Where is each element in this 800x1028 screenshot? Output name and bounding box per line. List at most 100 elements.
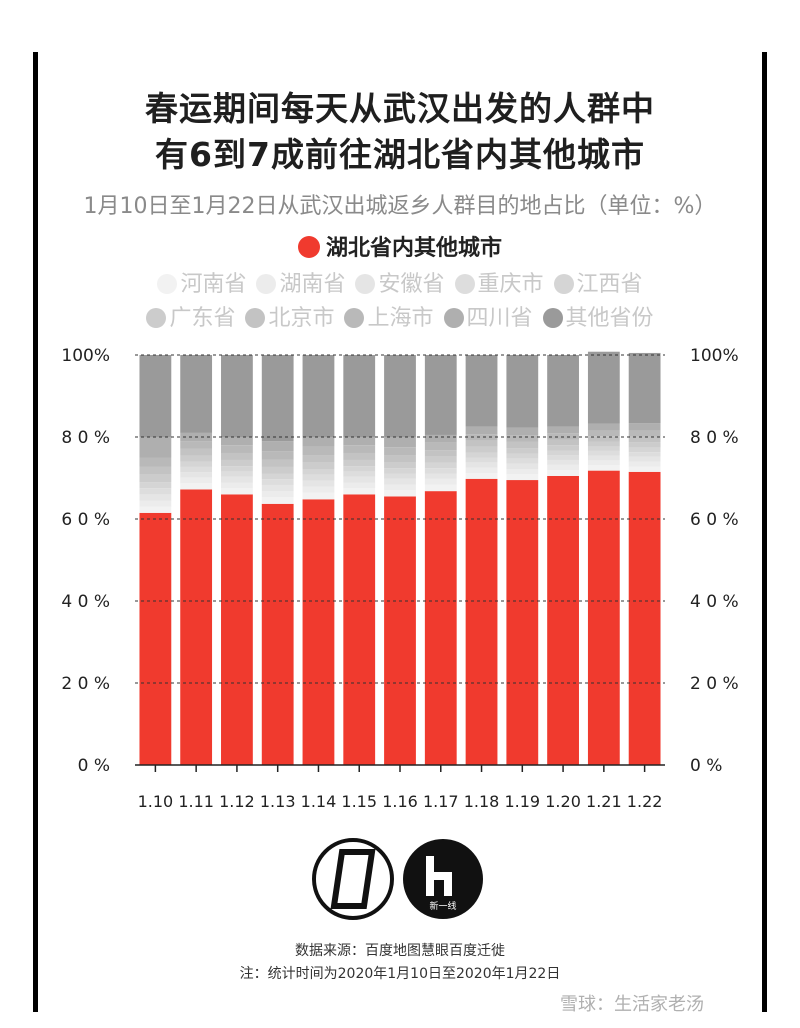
legend-label: 河南省 [180,272,247,297]
bar-segment [343,445,376,453]
x-tick-label: 1.14 [301,792,337,811]
bar-segment [302,437,335,447]
bar-segment [587,441,620,447]
bar-segment [384,468,416,474]
bar-segment [139,506,172,513]
bar-segment [221,466,253,472]
bar-segment [506,355,539,428]
bar-segment [384,355,416,437]
bar-segment [343,466,376,472]
stacked-bar-chart: 1.10 1.11 1.12 1.13 1.14 1.15 1.16 1.17 1.18 1.19… [61,346,739,811]
legend-item: 江西省 [553,266,643,298]
bar-segment [343,482,376,489]
legend-swatch [542,308,563,328]
legend-item: 河南省 [157,266,246,298]
bar-segment [587,460,620,466]
x-tick-label: 1.17 [423,792,459,811]
legend-main-swatch [297,236,320,258]
bar-segment [221,482,253,489]
bar-segment [465,457,498,463]
legend-main: 湖北省内其他城市 [0,230,800,262]
bar-hubei [180,489,213,765]
legend-row-1: 河南省 湖南省 安徽省 重庆市 江西省 [0,266,800,298]
bar-segment [221,471,253,477]
bar-segment [261,497,294,504]
chart-subtitle: 1月10日至1月22日从武汉出城返乡人群目的地占比（单位：%） [83,194,717,219]
bar-segment [302,486,335,493]
bar-segment [465,426,498,435]
bar-segment [547,459,579,465]
bar-segment [547,433,579,440]
bar-segment [180,455,213,462]
x-tick-label: 1.22 [627,792,663,811]
bar-segment [628,456,661,462]
y-tick-label-right: 100% [690,346,739,366]
y-tick-label-right: 2 0 % [690,674,739,694]
bar-segment [506,427,539,436]
legend-label: 重庆市 [477,272,544,297]
bar-segment [261,459,294,467]
legend-label: 江西省 [576,272,643,297]
bar-segment [587,465,620,471]
bar-segment [261,491,294,498]
bar-segment [424,456,457,463]
legend-row-2: 广东省 北京市 上海市 四川省 其他省份 [0,300,800,332]
y-tick-label-left: 100% [61,346,110,366]
y-tick-label-left: 6 0 % [61,510,110,530]
x-tick-label: 1.10 [138,792,174,811]
bar-segment [302,468,335,475]
bar-segment [180,483,213,490]
legend-label: 湖南省 [279,272,346,297]
bar-hubei [506,480,539,765]
bar-segment [547,355,579,427]
bar-segment [465,355,498,427]
bar-segment [547,445,579,451]
logo-xinyixian-text: 新一线 [429,900,456,912]
bar-segment [261,466,294,474]
legend-swatch [344,308,365,328]
bar-segment [302,455,335,463]
bar-segment [180,448,213,456]
legend-label: 北京市 [268,306,335,331]
bar-segment [506,453,539,459]
bar-segment [628,461,661,467]
x-tick-label: 1.18 [464,792,500,811]
left-border [33,52,38,1012]
bar-segment [384,473,416,479]
bar-segment [424,462,457,469]
y-tick-label-left: 2 0 % [61,674,110,694]
x-tick-label: 1.16 [382,792,418,811]
bar-segment [547,464,579,471]
bar-segment [424,434,457,443]
bar-segment [506,435,539,442]
bar-segment [384,490,416,497]
bar-segment [261,451,294,460]
bar-segment [261,484,294,492]
time-range-note: 注：统计时间为2020年1月10日至2020年1月22日 [239,966,561,982]
bar-segment [628,430,661,437]
bar-segment [221,452,253,460]
bar-segment [506,441,539,449]
bar-segment [424,468,457,474]
bar-segment [343,452,376,460]
legend-swatch [245,308,266,328]
bar-segment [384,484,416,491]
bar-segment [587,436,620,442]
bar-segment [343,437,376,446]
bar-segment [261,479,294,485]
bar-segment [465,440,498,447]
legend-item: 重庆市 [454,266,544,298]
bar-segment [343,488,376,495]
bar-hubei [547,475,579,765]
legend-swatch [553,274,574,294]
bar-hubei [384,496,416,765]
legend-item: 四川省 [443,300,533,332]
bar-segment [547,439,579,446]
x-tick-label: 1.11 [178,792,214,811]
bar-segment [506,468,539,475]
legend-label: 上海市 [367,306,434,331]
legend-item: 安徽省 [355,266,445,298]
bar-segment [221,437,253,446]
watermark: 雪球：生活家老汤 [560,994,704,1015]
page-title-line2: 有6到7成前往湖北省内其他城市 [155,135,645,174]
